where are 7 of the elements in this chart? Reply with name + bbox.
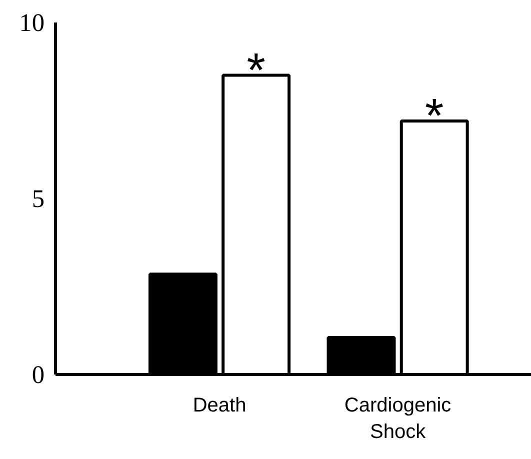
y-tick-label: 10 — [19, 9, 44, 37]
y-tick-label: 5 — [32, 185, 45, 213]
annotation: * — [246, 44, 266, 98]
x-tick-label: Death — [192, 394, 246, 416]
x-tick-label: Cardiogenic Shock — [344, 394, 452, 443]
annotation: * — [425, 90, 444, 144]
y-tick-label: 0 — [32, 361, 45, 389]
